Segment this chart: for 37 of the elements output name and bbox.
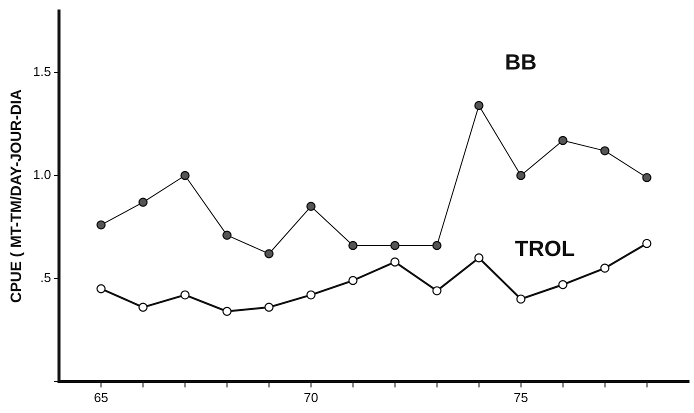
point — [642, 172, 652, 182]
point — [558, 136, 568, 146]
point — [138, 302, 148, 312]
point — [474, 100, 484, 110]
x-tick-label: 75 — [514, 390, 528, 405]
point — [642, 238, 652, 248]
x-tick-label: 70 — [304, 390, 318, 405]
y-axis-title: CPUE ( MT-TM/DAY-JOUR-DIA — [8, 89, 26, 303]
point — [474, 253, 484, 262]
y-tick-label: 1.0 — [32, 167, 52, 182]
point — [600, 264, 610, 273]
point — [432, 240, 442, 250]
point — [390, 240, 400, 250]
series-label: BB — [504, 50, 537, 75]
point — [180, 290, 190, 300]
point — [390, 257, 400, 267]
point — [306, 202, 316, 211]
point — [96, 220, 106, 230]
point — [180, 170, 190, 180]
y-tick-label: .5 — [40, 270, 52, 286]
y-tick-label: 1.5 — [32, 64, 52, 80]
point — [516, 294, 526, 304]
point — [96, 284, 106, 294]
point — [306, 290, 316, 300]
point — [348, 240, 358, 250]
x-tick-label: 65 — [94, 390, 108, 405]
point — [516, 170, 526, 180]
point — [222, 230, 232, 240]
point — [432, 286, 442, 296]
series-label: TROL — [514, 236, 575, 261]
point — [600, 146, 610, 156]
point — [138, 198, 148, 207]
point — [558, 280, 568, 290]
point — [264, 302, 274, 312]
point — [264, 249, 274, 258]
point — [348, 276, 358, 286]
point — [222, 306, 232, 316]
